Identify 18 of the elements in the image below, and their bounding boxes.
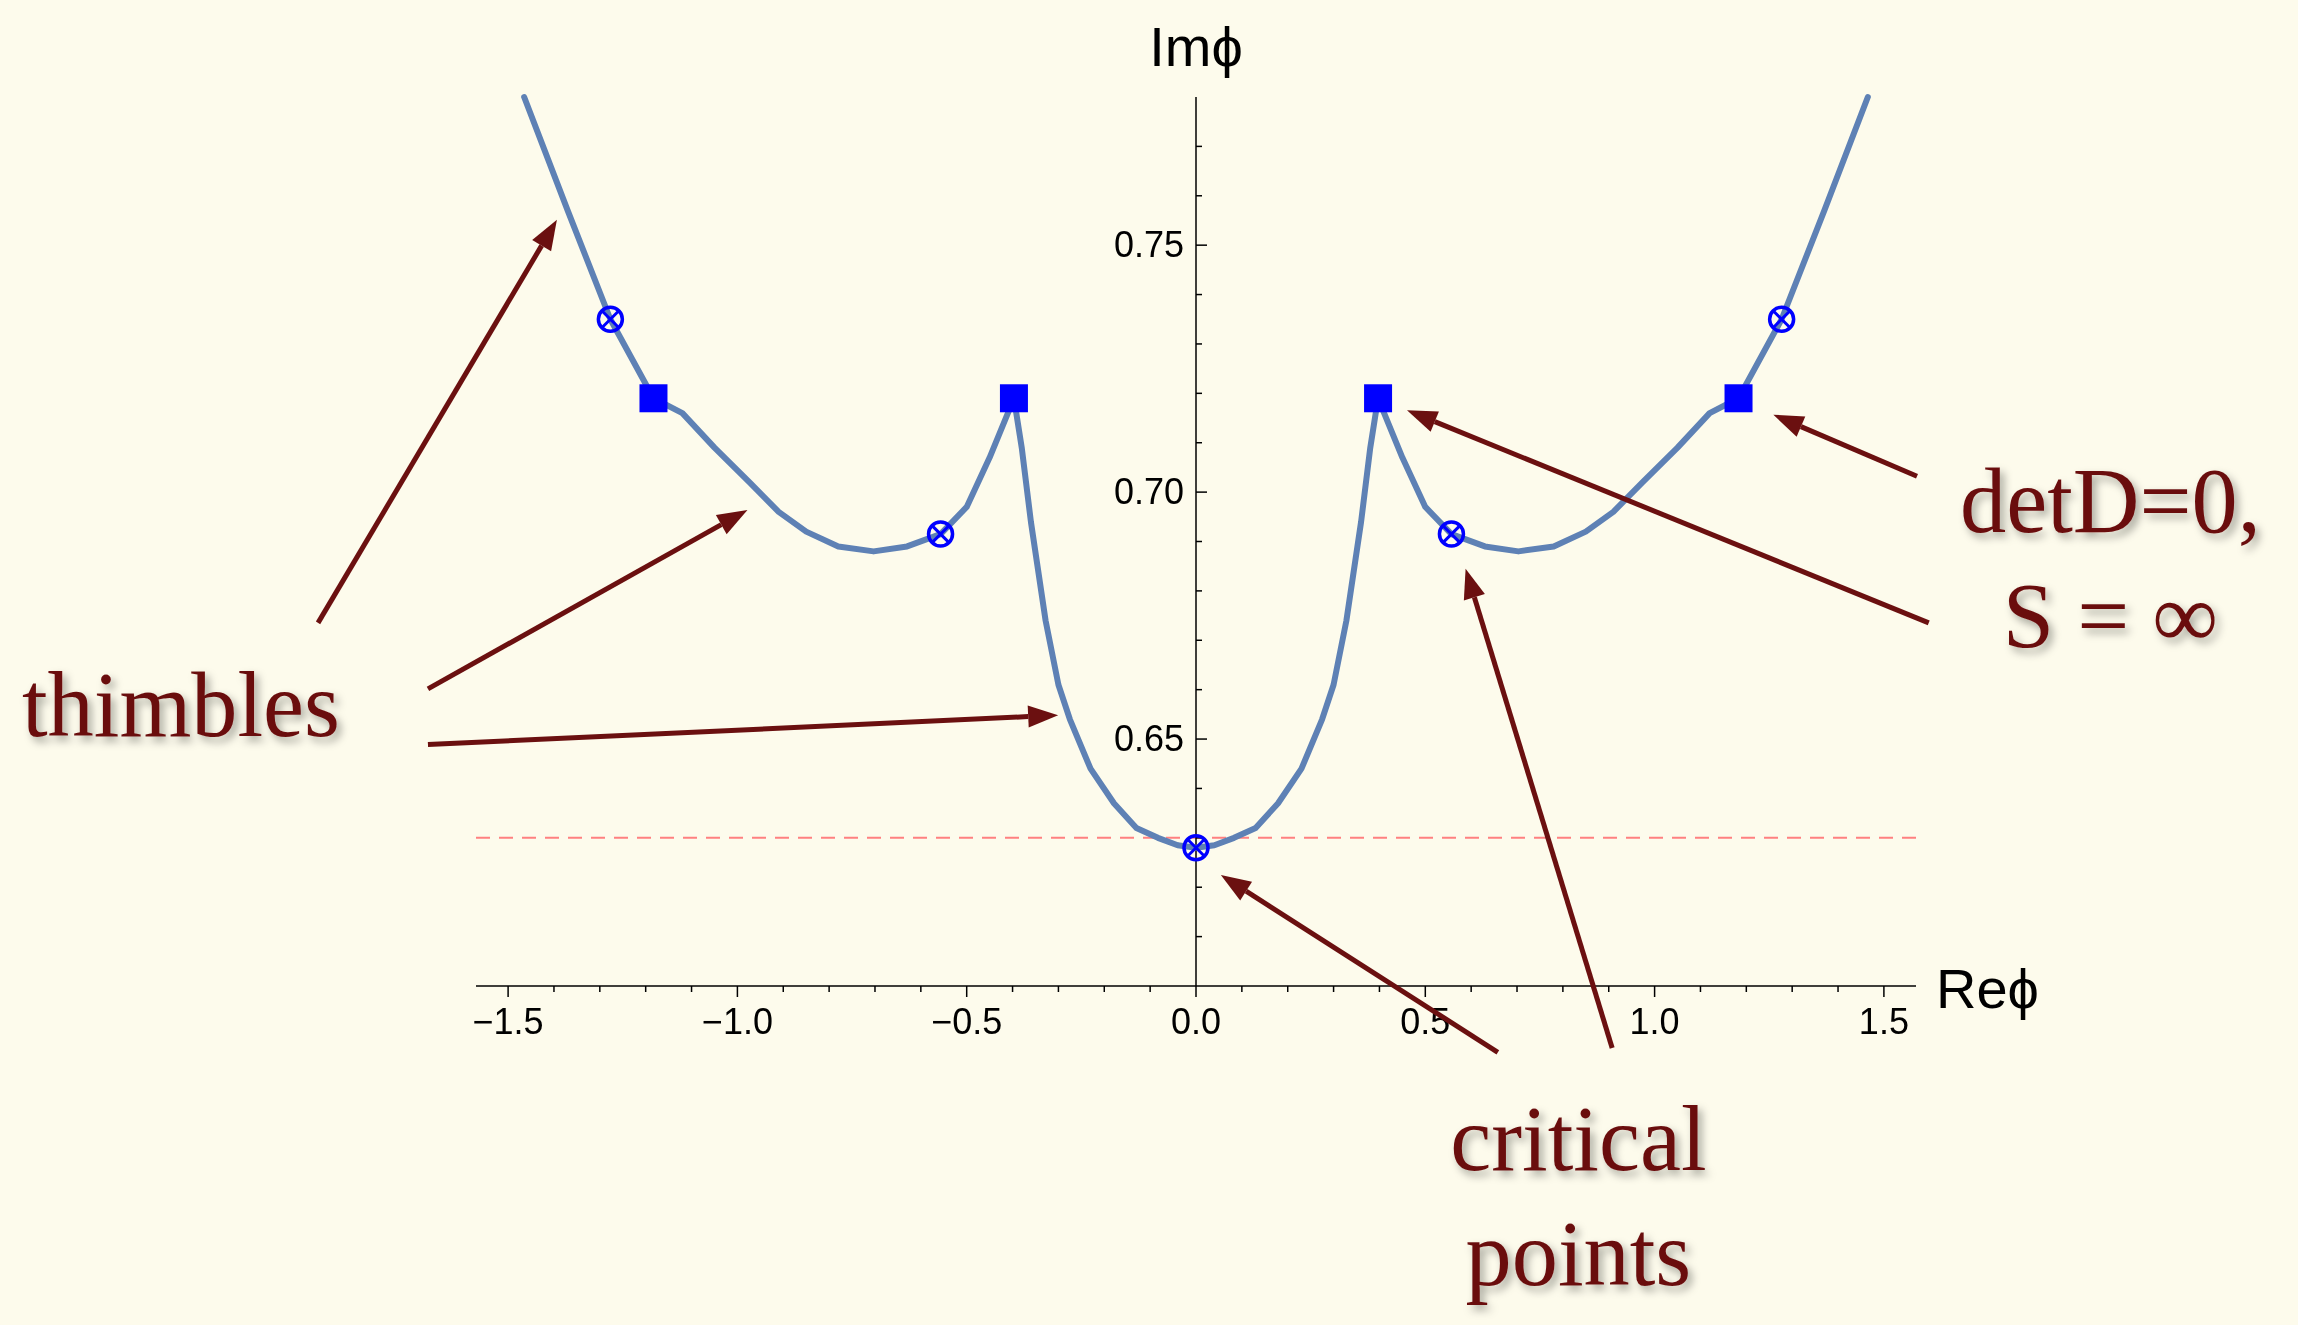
x-tick-label: 0.0 xyxy=(1170,1001,1222,1042)
text: thimbles xyxy=(21,653,340,756)
x-tick-label: −0.5 xyxy=(931,1001,1003,1042)
point xyxy=(1724,384,1753,413)
x-tick-label: −1.0 xyxy=(701,1001,773,1042)
x-tick-label: 1.0 xyxy=(1629,1001,1680,1042)
x-tick-label: −1.5 xyxy=(472,1001,544,1042)
text: critical points xyxy=(1450,1087,1707,1305)
point xyxy=(1364,384,1393,413)
point xyxy=(999,384,1028,413)
y-tick-label: 0.70 xyxy=(1113,471,1184,513)
point xyxy=(639,384,668,413)
x-tick-label: 1.5 xyxy=(1858,1001,1909,1042)
text: detD=0, S = ∞ xyxy=(1960,450,2261,668)
y-axis-title: Imϕ xyxy=(1149,15,1243,78)
y-tick-label: 0.65 xyxy=(1113,718,1184,760)
x-axis-title: Reϕ xyxy=(1936,957,2039,1020)
y-tick-label: 0.75 xyxy=(1113,224,1184,266)
